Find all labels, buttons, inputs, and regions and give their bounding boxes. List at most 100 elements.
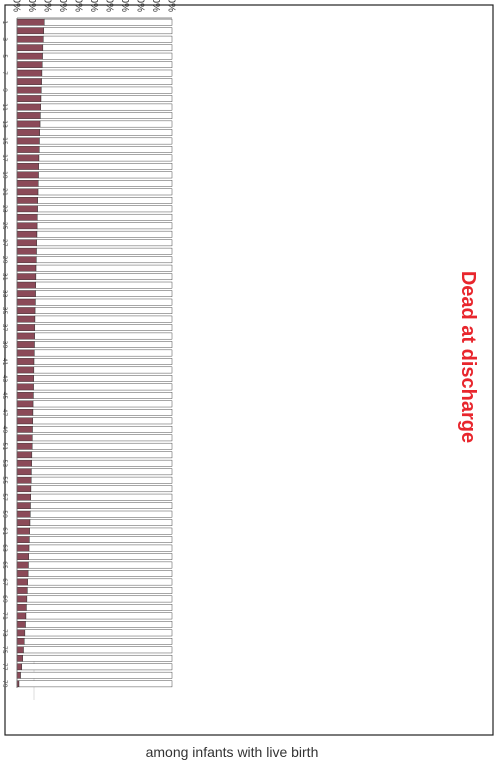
x-tick-label: 29	[1, 256, 9, 264]
x-axis-ticks: 1357911131517192123252729313335373941434…	[1, 20, 9, 687]
x-tick-label: 63	[1, 544, 9, 552]
x-tick-label: 17	[1, 154, 9, 162]
bar-yes-27	[16, 239, 37, 247]
bar-yes-64	[16, 553, 29, 560]
bar-yes-53	[16, 459, 32, 467]
bar-yes-78	[16, 671, 21, 679]
bar-yes-76	[16, 654, 23, 662]
bar-no-64	[28, 553, 173, 560]
bar-no-70	[26, 604, 173, 611]
x-tick-label: 15	[1, 137, 9, 145]
bar-no-67	[27, 578, 173, 586]
bar-yes-72	[16, 621, 26, 628]
bar-no-20	[38, 180, 173, 187]
bar-no-7	[41, 69, 173, 77]
bar-no-48	[32, 417, 173, 425]
bar-yes-10	[16, 95, 42, 102]
y-axis-ticks: 0% 10% 20% 30% 40% 50% 60% 70% 80% 90% 100%	[11, 0, 177, 12]
x-tick-label: 3	[1, 37, 9, 41]
bar-yes-14	[16, 129, 40, 136]
y-tick-label: 30%	[57, 0, 68, 12]
bar-yes-13	[16, 120, 41, 128]
x-tick-label: 75	[1, 646, 9, 654]
bar-no-38	[34, 332, 173, 340]
x-tick-label: 49	[1, 425, 9, 433]
bar-yes-2	[16, 27, 45, 35]
x-tick-label: 9	[1, 88, 9, 92]
bar-no-78	[20, 671, 173, 679]
bar-no-34	[35, 298, 173, 306]
y-tick-label: 100%	[166, 0, 177, 12]
bar-no-6	[42, 61, 173, 68]
bar-yes-61	[16, 527, 30, 535]
bar-no-73	[24, 629, 173, 637]
bar-no-25	[36, 222, 173, 230]
x-tick-label: 25	[1, 222, 9, 230]
bar-no-59	[30, 510, 173, 518]
bar-no-40	[34, 349, 173, 357]
x-tick-label: 27	[1, 239, 9, 247]
bar-no-4	[42, 44, 173, 52]
bar-no-50	[32, 434, 173, 442]
bar-yes-25	[16, 222, 38, 230]
bar-yes-60	[16, 519, 31, 526]
bar-no-55	[31, 476, 173, 484]
bar-yes-19	[16, 171, 39, 179]
bar-no-76	[22, 654, 173, 662]
bar-no-54	[31, 468, 173, 476]
bar-yes-44	[16, 383, 34, 391]
bar-yes-33	[16, 290, 36, 297]
bar-yes-21	[16, 188, 39, 196]
bar-yes-62	[16, 536, 30, 543]
bar-no-79	[18, 680, 173, 688]
bar-yes-51	[16, 442, 33, 450]
bar-no-37	[34, 324, 173, 331]
bar-yes-6	[16, 61, 43, 68]
bar-yes-41	[16, 358, 35, 365]
bar-yes-17	[16, 154, 40, 162]
bar-no-1	[44, 18, 173, 26]
bar-yes-47	[16, 409, 34, 416]
bar-yes-36	[16, 315, 36, 323]
bar-no-2	[43, 27, 173, 35]
x-tick-label: 53	[1, 459, 9, 467]
bar-yes-69	[16, 595, 28, 603]
y-tick-label: 90%	[150, 0, 161, 12]
bar-yes-43	[16, 375, 34, 382]
bar-no-3	[43, 35, 173, 43]
y-tick-label: 40%	[73, 0, 84, 12]
y-tick-label: 0%	[11, 0, 22, 12]
bar-yes-66	[16, 570, 29, 577]
bar-yes-37	[16, 324, 36, 331]
bar-yes-63	[16, 544, 30, 552]
bar-no-36	[34, 315, 173, 323]
chart-title: Dead at discharge	[457, 271, 479, 443]
x-tick-label: 31	[1, 273, 9, 281]
bar-no-9	[41, 86, 173, 94]
x-tick-label: 57	[1, 493, 9, 501]
bar-no-61	[29, 527, 173, 535]
bar-yes-26	[16, 230, 38, 238]
bar-no-68	[27, 587, 173, 594]
bar-no-8	[41, 78, 173, 85]
bar-yes-31	[16, 273, 37, 281]
bar-yes-4	[16, 44, 44, 52]
bar-yes-75	[16, 646, 24, 654]
bar-yes-57	[16, 493, 31, 501]
bar-no-11	[40, 103, 173, 111]
bar-no-53	[31, 459, 173, 467]
bar-no-75	[23, 646, 173, 654]
y-tick-label: 60%	[104, 0, 115, 12]
bar-yes-56	[16, 485, 32, 493]
bar-no-49	[32, 425, 173, 433]
bar-no-57	[30, 493, 173, 501]
bar-yes-3	[16, 35, 44, 43]
bar-no-23	[37, 205, 173, 213]
bar-yes-71	[16, 612, 27, 620]
bar-yes-34	[16, 298, 36, 306]
y-tick-label: 50%	[88, 0, 99, 12]
bar-yes-58	[16, 502, 31, 509]
bar-yes-68	[16, 587, 28, 594]
